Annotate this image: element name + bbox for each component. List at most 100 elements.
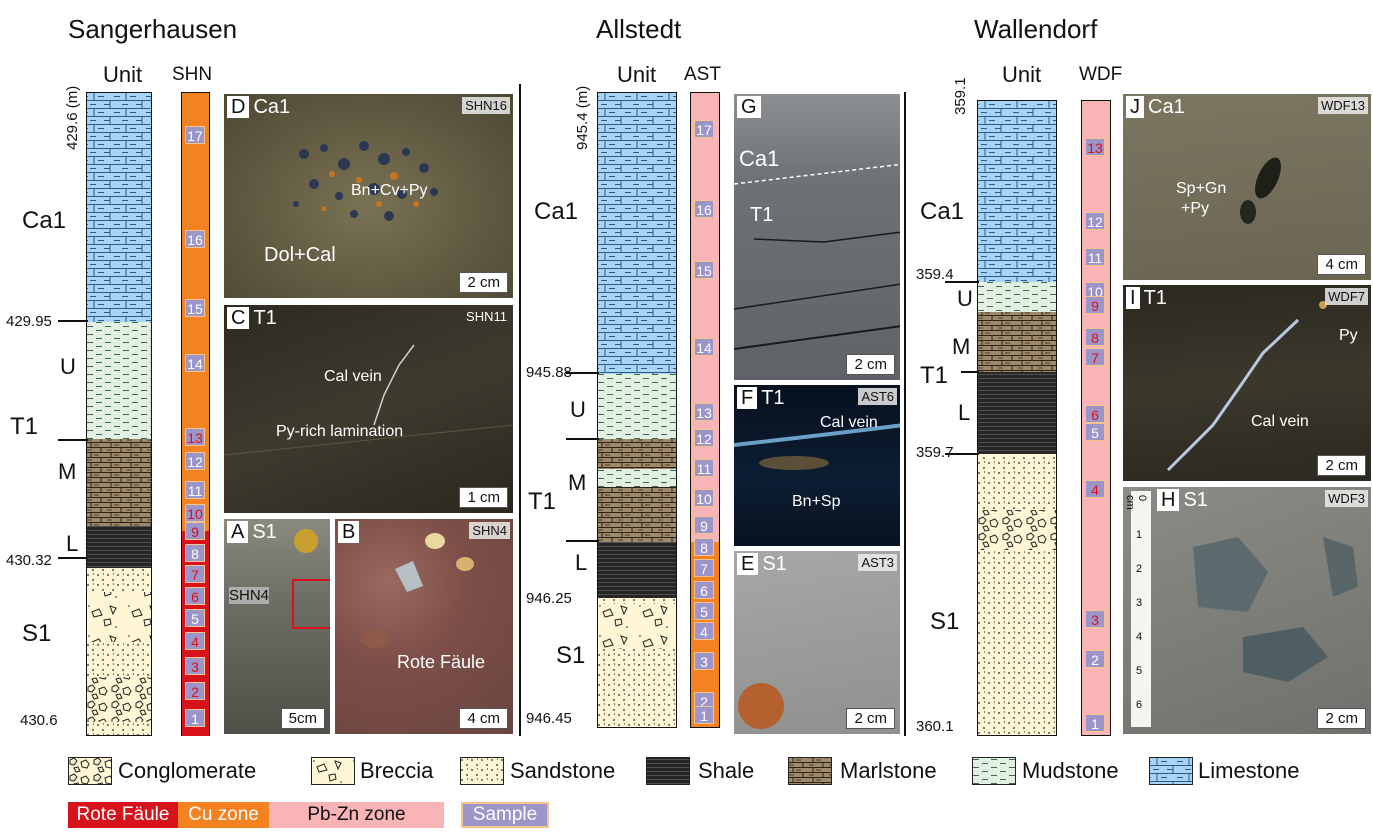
unit-label-ca1: Ca1	[22, 207, 67, 234]
photo-e: E S1 AST3 2 cm	[732, 549, 902, 736]
subunit-label-u: U	[957, 286, 973, 311]
section-code: AST	[684, 64, 721, 85]
sample-marker: 1	[1085, 714, 1105, 732]
sample-marker: 7	[1085, 348, 1105, 366]
scale-bar: 2 cm	[846, 354, 895, 375]
sample-marker: 2	[1085, 650, 1105, 668]
mineral-note: Cal vein	[1251, 413, 1309, 430]
section-divider	[904, 92, 906, 736]
depth-label: 429.95	[6, 313, 52, 330]
depth-label: 945.88	[526, 364, 572, 381]
sample-marker: 12	[1085, 212, 1105, 230]
sample-marker: 9	[694, 516, 714, 534]
legend-swatch-conglomerate	[68, 757, 112, 785]
sample-code: SHN4	[469, 522, 510, 539]
ruler: 0 cm 1 2 3 4 5 6	[1124, 491, 1151, 727]
sample-marker: 14	[185, 354, 205, 372]
photo-label: C T1	[227, 307, 277, 330]
ruler-label: 2	[1136, 563, 1143, 575]
sample-marker: 8	[185, 544, 205, 562]
unit-header: Unit	[103, 62, 143, 87]
mineral-note: Rote Fäule	[397, 652, 486, 672]
scale-bar: 4 cm	[459, 708, 508, 729]
sample-marker: 11	[1085, 248, 1105, 266]
unit-label-s1: S1	[930, 608, 960, 635]
sample-code: SHN16	[462, 97, 510, 114]
unit-note: T1	[750, 204, 774, 226]
subunit-label-m: M	[568, 470, 587, 495]
boundary-ticks	[945, 281, 979, 455]
mineral-note: Py	[1339, 327, 1358, 344]
sample-marker: 13	[185, 428, 205, 446]
sample-marker: 15	[185, 299, 205, 317]
sample-marker: 1	[694, 706, 714, 724]
unit-label-s1: S1	[556, 642, 586, 669]
legend-swatch-marlstone	[788, 757, 832, 785]
unit-label-ca1: Ca1	[920, 198, 965, 225]
legend-label: Conglomerate	[118, 758, 257, 783]
scale-bar: 2 cm	[846, 708, 895, 729]
coin	[294, 529, 318, 553]
photo-h: 0 cm 1 2 3 4 5 6 H S1 WDF3 2 cm	[1121, 485, 1373, 736]
mineral-note: Bn+Sp	[792, 493, 841, 510]
legend-label: Sandstone	[510, 758, 616, 783]
pebbles	[361, 533, 474, 648]
sample-code: WDF7	[1325, 288, 1368, 305]
unit-label-t1: T1	[528, 488, 557, 515]
photo-label: H S1	[1157, 489, 1208, 512]
section-title-sangerhausen: Sangerhausen	[68, 14, 238, 44]
coin	[738, 683, 784, 729]
highlight-box	[292, 579, 330, 629]
legend-rote-faule: Rote Fäule	[68, 802, 178, 828]
ruler-label: 5	[1136, 665, 1143, 677]
lithology-column-ast	[597, 92, 677, 728]
ore-blebs	[1240, 157, 1281, 224]
sample-code: WDF3	[1325, 490, 1368, 507]
section-code: SHN	[172, 64, 213, 85]
sample-marker: 6	[694, 581, 714, 599]
sample-marker: 7	[185, 565, 205, 583]
photo-j: J Ca1 WDF13 Sp+Gn +Py 4 cm	[1121, 92, 1373, 282]
mineral-note: Sp+Gn	[1176, 180, 1227, 197]
sample-marker: 15	[694, 261, 714, 279]
depth-label: 430.32	[6, 552, 52, 569]
sample-marker: 5	[1085, 423, 1105, 441]
unit-header: Unit	[1002, 62, 1042, 87]
photo-label: F T1	[737, 387, 785, 410]
sample-marker: 4	[694, 622, 714, 640]
sample-marker: 7	[694, 559, 714, 577]
depth-label: 946.45	[526, 710, 572, 727]
boundary-ticks	[566, 372, 599, 542]
sample-marker: 3	[1085, 610, 1105, 628]
sample-code: WDF13	[1317, 97, 1368, 114]
sample-marker: 3	[185, 657, 205, 675]
photo-f: F T1 AST6 Cal vein Bn+Sp	[732, 383, 902, 548]
sample-marker: 11	[185, 481, 205, 499]
subunit-label-m: M	[952, 334, 971, 359]
unit-note: Ca1	[739, 146, 780, 171]
sample-markers-shn: 17 16 15 14 13 12 11 10 9 8 7 6 5 4 3 2 1	[181, 92, 210, 736]
legend-sample: Sample	[461, 802, 549, 828]
mineral-note: Cal vein	[324, 368, 382, 385]
clasts	[1193, 537, 1358, 682]
sample-marker: 17	[694, 120, 714, 138]
vein-lines	[1166, 301, 1327, 472]
mineral-note: Dol+Cal	[264, 244, 336, 266]
ruler-label: 4	[1136, 631, 1143, 643]
sample-marker: 9	[185, 522, 205, 540]
sample-marker: 8	[694, 538, 714, 556]
scale-bar: 5cm	[280, 708, 325, 729]
photo-g: G Ca1 T1 2 cm	[732, 92, 902, 382]
photo-label: I T1	[1126, 287, 1167, 310]
scale-bar: 4 cm	[1317, 254, 1366, 275]
sample-code: SHN11	[466, 309, 507, 324]
ore-cluster	[293, 141, 438, 221]
photo-label: D Ca1	[227, 96, 290, 119]
depth-label: 360.1	[916, 718, 954, 735]
sample-marker: 16	[694, 200, 714, 218]
photo-b: B SHN4 Rote Fäule 4 cm	[333, 517, 515, 736]
sample-marker: 12	[185, 452, 205, 470]
section-title-wallendorf: Wallendorf	[974, 14, 1098, 44]
sample-marker: 3	[694, 652, 714, 670]
legend-swatch-mudstone	[972, 757, 1016, 785]
